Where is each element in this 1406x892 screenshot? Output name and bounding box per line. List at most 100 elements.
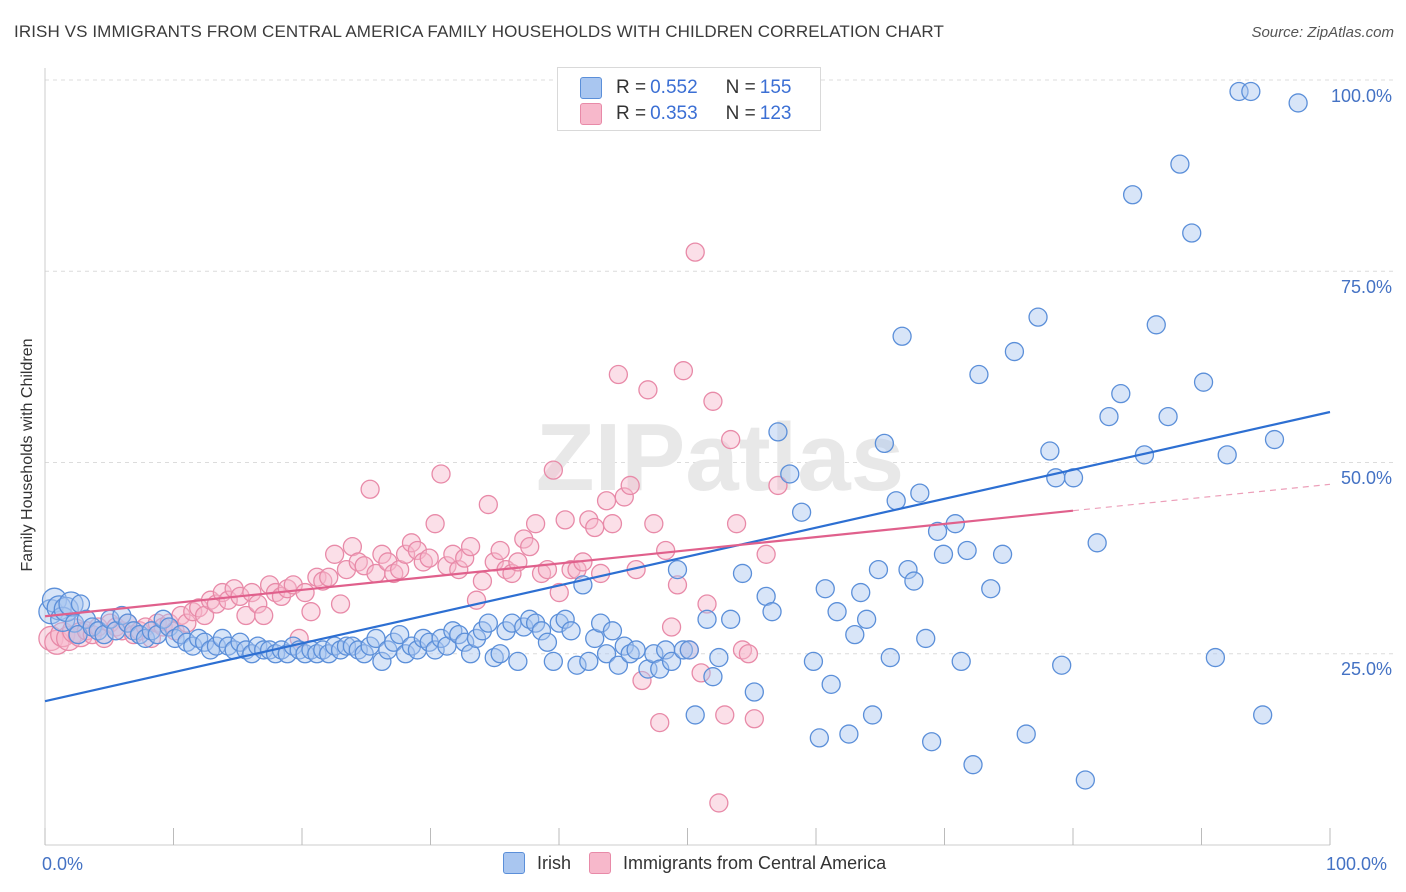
immigrants-point (425, 514, 445, 534)
correlation-legend: R = 0.552 N = 155 R = 0.353 N = 123 (557, 67, 821, 131)
irish-point (1111, 383, 1131, 404)
irish-point (112, 605, 132, 626)
irish-point (76, 609, 97, 629)
immigrants-point (726, 514, 747, 534)
immigrants-point (324, 544, 345, 564)
irish-point (478, 613, 498, 633)
irish-point (508, 651, 528, 672)
irish-point (780, 464, 800, 484)
y-tick-label: 75.0% (1340, 277, 1392, 297)
irish-point (319, 644, 339, 664)
irish-point (933, 544, 954, 564)
immigrants-point (401, 533, 422, 553)
irish-point (525, 613, 546, 633)
series-legend: Irish Immigrants from Central America (503, 852, 904, 874)
immigrants-point (295, 582, 315, 603)
irish-point (425, 640, 445, 660)
irish-point (791, 502, 812, 522)
immigrants-point (525, 514, 546, 534)
irish-point (679, 640, 699, 660)
immigrants-swatch (580, 103, 602, 125)
irish-point (868, 559, 889, 580)
irish-point (685, 705, 705, 725)
irish-point (898, 559, 918, 580)
irish-point (951, 651, 971, 672)
irish-point (567, 655, 587, 675)
immigrants-point (585, 517, 605, 538)
irish-point (862, 705, 883, 725)
irish-point (697, 609, 717, 629)
n-label: N = (725, 77, 756, 98)
irish-point (1253, 705, 1273, 725)
irish-point (118, 613, 138, 633)
y-tick-label: 50.0% (1340, 468, 1392, 488)
watermark: ZIPatlas (536, 404, 904, 511)
irish-swatch (503, 852, 525, 874)
irish-point (1241, 81, 1261, 102)
immigrants-point (419, 548, 439, 568)
irish-trend-line (44, 410, 1331, 703)
immigrants-point (549, 582, 569, 603)
immigrants-point (596, 491, 617, 511)
irish-swatch (580, 77, 602, 99)
irish-point (608, 655, 629, 675)
legend-item-irish[interactable]: Irish (503, 852, 571, 874)
irish-point (354, 644, 374, 664)
irish-point (561, 621, 581, 641)
irish-point (874, 433, 895, 454)
immigrants-point (768, 475, 788, 496)
immigrants-point (691, 663, 711, 683)
irish-point (650, 659, 670, 679)
immigrants-point (709, 793, 729, 813)
immigrants-point (715, 705, 735, 725)
irish-point (1099, 406, 1119, 427)
immigrants-point (561, 559, 581, 580)
irish-point (744, 682, 764, 702)
immigrants-point (460, 537, 481, 557)
irish-point (596, 644, 617, 664)
immigrants-point (472, 571, 493, 591)
irish-point (856, 609, 877, 629)
irish-point (1052, 655, 1072, 675)
immigrants-point (455, 548, 475, 568)
immigrants-point (638, 380, 658, 400)
irish-point (1040, 441, 1060, 461)
immigrants-point (656, 540, 676, 561)
irish-point (472, 621, 493, 641)
irish-point (1087, 533, 1107, 553)
irish-point (390, 624, 410, 645)
immigrants-point (632, 670, 652, 691)
irish-point (466, 628, 487, 649)
irish-point (1170, 154, 1190, 174)
irish-point (1182, 223, 1202, 243)
immigrants-point (602, 514, 623, 534)
axes (44, 68, 1331, 846)
immigrants-point (478, 494, 498, 515)
immigrants-trend-line (44, 509, 1074, 618)
irish-point (455, 632, 475, 652)
irish-point (336, 636, 357, 656)
immigrants-point (697, 594, 717, 614)
irish-point (1264, 429, 1285, 450)
immigrants-point (579, 510, 599, 530)
immigrants-point (242, 582, 262, 603)
immigrants-point (650, 712, 670, 733)
legend-label-irish: Irish (537, 852, 572, 873)
immigrants-point (431, 464, 451, 484)
irish-point (845, 624, 865, 645)
irish-point (963, 755, 983, 775)
irish-point (661, 651, 682, 672)
immigrants-point (354, 556, 374, 576)
immigrants-point (756, 544, 776, 564)
irish-point (555, 609, 575, 629)
legend-item-immigrants[interactable]: Immigrants from Central America (589, 852, 886, 874)
irish-point (602, 621, 623, 641)
immigrants-point (590, 563, 611, 584)
immigrants-trend-extension (1072, 483, 1331, 512)
irish-point (916, 628, 936, 649)
immigrants-point (218, 590, 238, 610)
irish-point (839, 724, 859, 744)
legend-label-immigrants: Immigrants from Central America (623, 852, 887, 873)
immigrants-point (644, 514, 664, 534)
